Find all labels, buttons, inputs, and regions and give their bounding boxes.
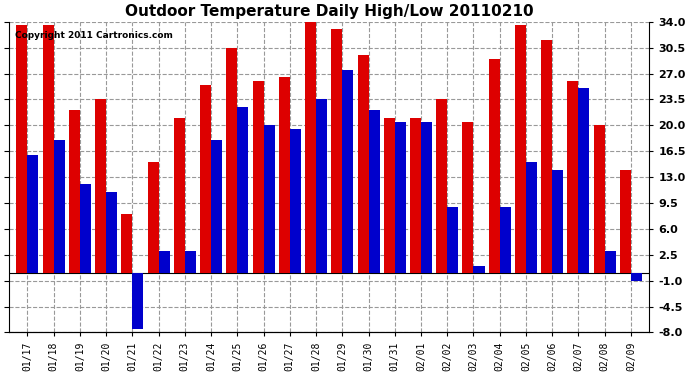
Bar — [462, 122, 473, 273]
Bar — [541, 40, 552, 273]
Bar — [395, 122, 406, 273]
Bar — [421, 122, 432, 273]
Bar — [174, 118, 185, 273]
Bar — [593, 125, 604, 273]
Bar — [121, 214, 132, 273]
Bar — [69, 111, 80, 273]
Bar — [316, 99, 327, 273]
Bar — [200, 85, 211, 273]
Bar — [264, 125, 275, 273]
Bar — [515, 26, 526, 273]
Bar — [95, 99, 106, 273]
Bar — [159, 251, 170, 273]
Bar — [331, 29, 342, 273]
Bar — [436, 99, 447, 273]
Text: Copyright 2011 Cartronics.com: Copyright 2011 Cartronics.com — [15, 31, 173, 40]
Bar — [148, 162, 159, 273]
Bar — [28, 155, 39, 273]
Bar — [526, 162, 537, 273]
Bar — [552, 170, 563, 273]
Bar — [305, 18, 316, 273]
Bar — [604, 251, 615, 273]
Bar — [447, 207, 458, 273]
Bar — [473, 266, 484, 273]
Bar — [226, 48, 237, 273]
Bar — [368, 111, 380, 273]
Title: Outdoor Temperature Daily High/Low 20110210: Outdoor Temperature Daily High/Low 20110… — [125, 4, 533, 19]
Bar — [567, 81, 578, 273]
Bar — [410, 118, 421, 273]
Bar — [211, 140, 222, 273]
Bar — [237, 107, 248, 273]
Bar — [17, 26, 28, 273]
Bar — [620, 170, 631, 273]
Bar — [631, 273, 642, 280]
Bar — [43, 26, 54, 273]
Bar — [253, 81, 264, 273]
Bar — [578, 88, 589, 273]
Bar — [290, 129, 301, 273]
Bar — [489, 59, 500, 273]
Bar — [357, 55, 368, 273]
Bar — [500, 207, 511, 273]
Bar — [185, 251, 196, 273]
Bar — [54, 140, 65, 273]
Bar — [384, 118, 395, 273]
Bar — [80, 184, 91, 273]
Bar — [106, 192, 117, 273]
Bar — [279, 77, 290, 273]
Bar — [132, 273, 144, 329]
Bar — [342, 70, 353, 273]
